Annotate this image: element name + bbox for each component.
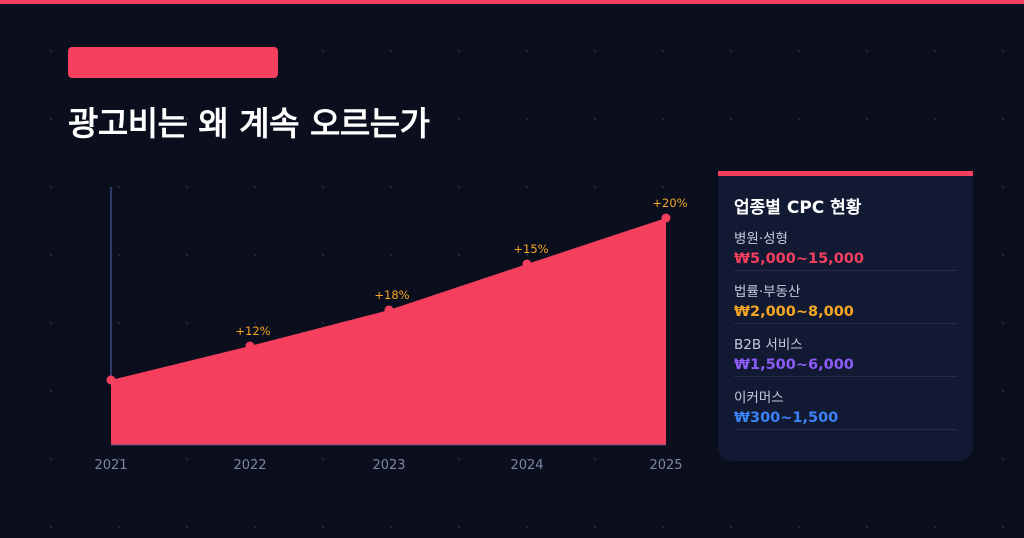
growth-label-2022: +12% xyxy=(235,324,271,338)
cpc-row-hospital: 병원·성형 ₩5,000~15,000 xyxy=(734,230,957,271)
category-tag-pill xyxy=(68,47,278,78)
data-point-2025[interactable] xyxy=(661,213,671,223)
card-title: 업종별 CPC 현황 xyxy=(734,198,862,218)
cpc-range: ₩5,000~15,000 xyxy=(734,251,864,267)
chart-canvas xyxy=(106,187,671,446)
cpc-row-ecommerce: 이커머스 ₩300~1,500 xyxy=(734,389,957,430)
x-axis-label-2024: 2024 xyxy=(510,458,544,473)
growth-label-2023: +18% xyxy=(374,288,410,302)
cpc-row-legal: 법률·부동산 ₩2,000~8,000 xyxy=(734,283,957,324)
x-axis-label-2023: 2023 xyxy=(372,458,406,473)
card-accent-bar xyxy=(718,171,973,176)
x-axis-label-2021: 2021 xyxy=(94,458,128,473)
data-point-2021[interactable] xyxy=(106,375,116,385)
cpc-row-b2b: B2B 서비스 ₩1,500~6,000 xyxy=(734,336,957,377)
cpc-range: ₩300~1,500 xyxy=(734,410,839,426)
industry-cpc-card: 업종별 CPC 현황 병원·성형 ₩5,000~15,000 법률·부동산 ₩2… xyxy=(718,171,973,461)
page-title: 광고비는 왜 계속 오르는가 xyxy=(68,104,430,143)
data-points xyxy=(106,213,671,385)
x-axis-label-2025: 2025 xyxy=(649,458,683,473)
growth-label-2025: +20% xyxy=(652,196,688,210)
cpc-range: ₩1,500~6,000 xyxy=(734,357,854,373)
top-accent-bar xyxy=(0,0,1024,4)
cpc-range: ₩2,000~8,000 xyxy=(734,304,854,320)
data-point-2022[interactable] xyxy=(245,341,255,351)
data-point-2023[interactable] xyxy=(384,305,394,315)
x-axis-label-2022: 2022 xyxy=(233,458,267,473)
industry-name: 법률·부동산 xyxy=(734,284,801,300)
area-fill xyxy=(111,218,666,445)
growth-label-2024: +15% xyxy=(513,242,549,256)
industry-name: 병원·성형 xyxy=(734,231,788,247)
industry-name: 이커머스 xyxy=(734,390,784,406)
industry-name: B2B 서비스 xyxy=(734,337,803,353)
data-point-2024[interactable] xyxy=(522,259,532,269)
ad-cost-area-chart: +12% +18% +15% +20% 2021 2022 2023 2024 … xyxy=(94,187,688,473)
